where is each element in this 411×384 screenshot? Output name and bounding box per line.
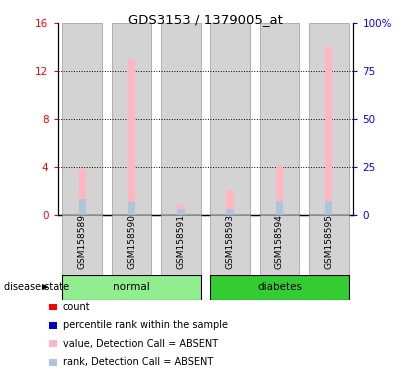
Bar: [112, 23, 151, 215]
Text: GSM158593: GSM158593: [226, 214, 235, 269]
Bar: [112, 215, 151, 275]
Text: disease state: disease state: [4, 282, 69, 292]
Bar: [177, 205, 185, 215]
Bar: [62, 215, 102, 275]
Bar: [309, 23, 349, 215]
Text: GSM158595: GSM158595: [324, 214, 333, 269]
Bar: [276, 165, 283, 215]
Bar: [260, 23, 299, 215]
Bar: [325, 200, 332, 215]
Bar: [260, 215, 299, 275]
Bar: [210, 23, 250, 215]
Bar: [161, 23, 201, 215]
Bar: [226, 209, 234, 215]
Bar: [309, 215, 349, 275]
Bar: [210, 275, 349, 300]
Text: diabetes: diabetes: [257, 282, 302, 292]
Bar: [79, 199, 86, 215]
Text: percentile rank within the sample: percentile rank within the sample: [63, 320, 228, 330]
Text: GSM158589: GSM158589: [78, 214, 87, 269]
Bar: [177, 209, 185, 215]
Bar: [128, 202, 135, 215]
Text: value, Detection Call = ABSENT: value, Detection Call = ABSENT: [63, 339, 218, 349]
Bar: [226, 190, 234, 215]
Text: GDS3153 / 1379005_at: GDS3153 / 1379005_at: [128, 13, 283, 26]
Text: GSM158590: GSM158590: [127, 214, 136, 269]
Text: GSM158594: GSM158594: [275, 214, 284, 269]
Bar: [276, 200, 283, 215]
Bar: [128, 59, 135, 215]
Bar: [62, 275, 201, 300]
Text: rank, Detection Call = ABSENT: rank, Detection Call = ABSENT: [63, 357, 213, 367]
Bar: [161, 215, 201, 275]
Text: count: count: [63, 302, 90, 312]
Bar: [62, 23, 102, 215]
Bar: [79, 169, 86, 215]
Bar: [325, 47, 332, 215]
Text: normal: normal: [113, 282, 150, 292]
Bar: [210, 215, 250, 275]
Text: GSM158591: GSM158591: [176, 214, 185, 269]
